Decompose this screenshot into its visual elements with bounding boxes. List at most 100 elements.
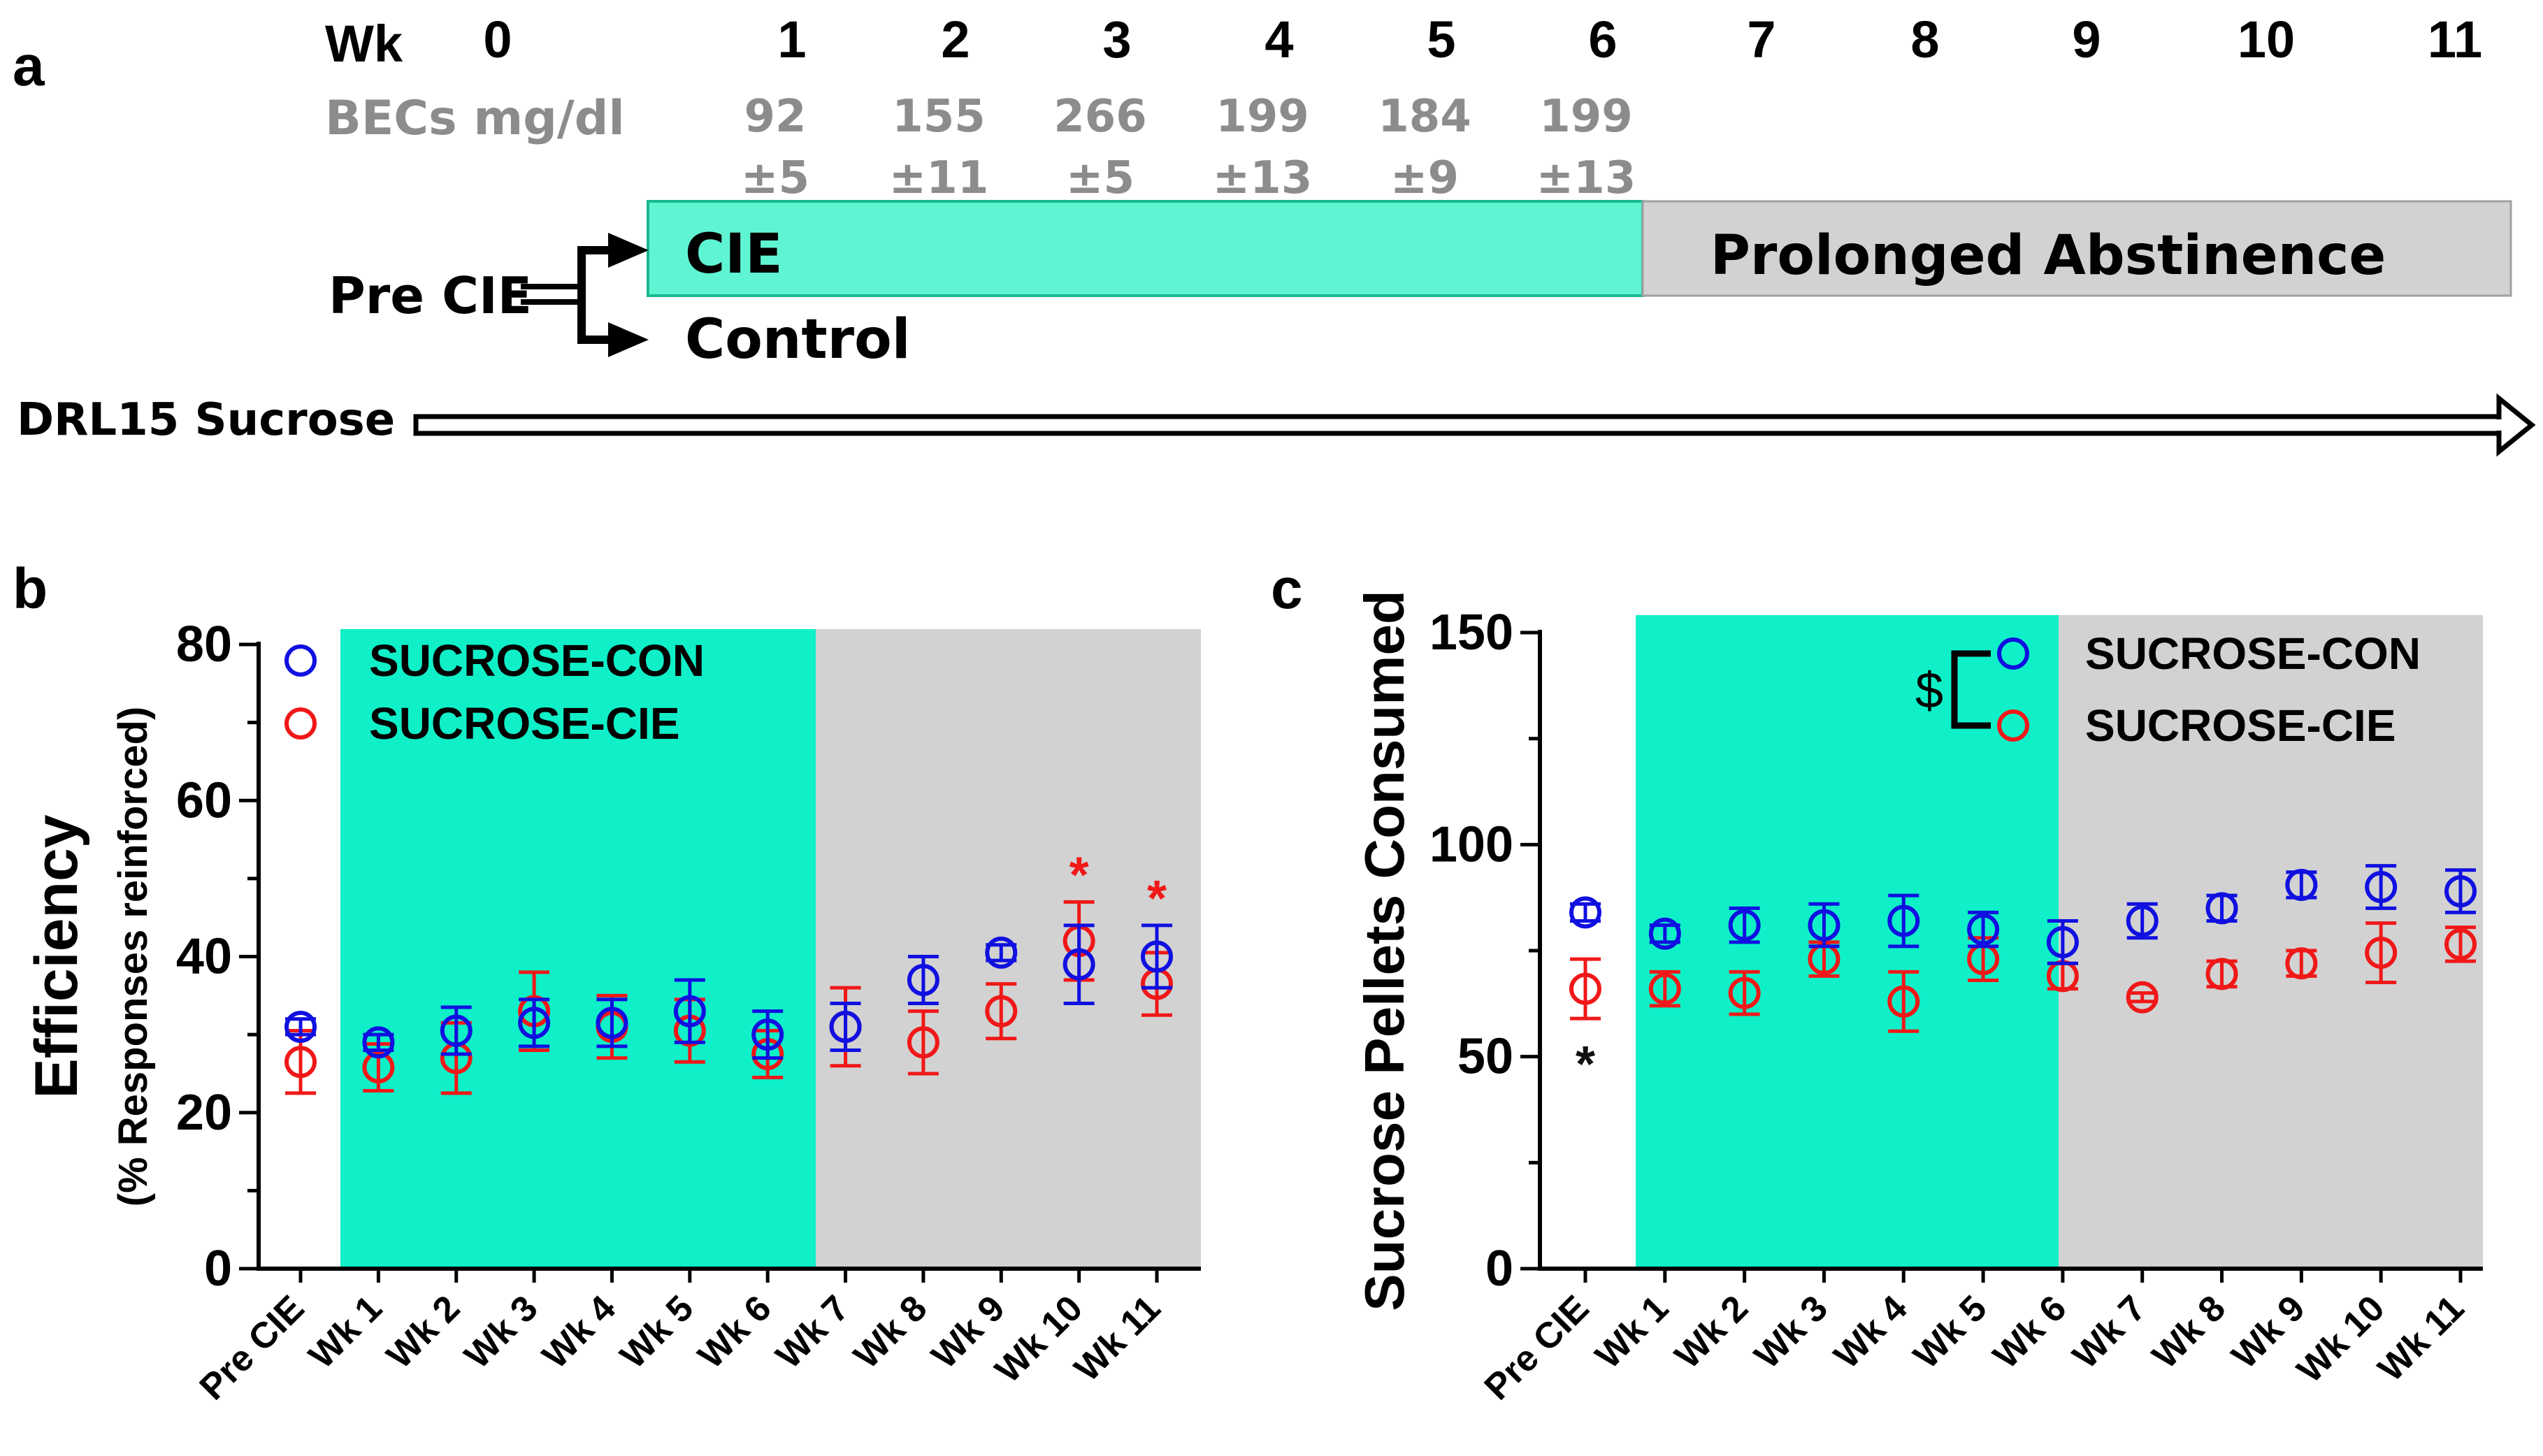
legend-label: SUCROSE-CON <box>369 635 705 686</box>
legend-label: SUCROSE-CIE <box>369 698 680 749</box>
cie-point <box>1569 972 1601 1005</box>
con-point <box>1648 917 1681 950</box>
con-point <box>2365 871 2398 903</box>
y-axis-title: Sucrose Pellets Consumed <box>1353 590 1415 1311</box>
x-tick-label: Wk 2 <box>1667 1288 1756 1376</box>
cie-shade <box>1636 615 2059 1269</box>
cie-point <box>2126 981 2159 1014</box>
y-axis-title: Efficiency <box>23 814 90 1098</box>
bec-values: 92 ±5 155 ±11 266 ±5 199 ±13 184 ±9 199 ±13 <box>741 91 1636 204</box>
con-point <box>907 963 939 996</box>
con-point <box>1569 896 1601 929</box>
con-point <box>751 1018 784 1051</box>
con-point <box>1062 948 1095 981</box>
week-number: 5 <box>1427 10 1455 69</box>
x-tick-label: Wk 3 <box>1747 1288 1836 1376</box>
x-tick-label: Wk 1 <box>1587 1288 1676 1376</box>
week-number: 9 <box>2072 10 2101 69</box>
con-point <box>1887 904 1920 937</box>
split-arrow <box>521 233 649 357</box>
significance-star: * <box>1147 871 1167 927</box>
con-point <box>518 1007 551 1039</box>
legend-label: SUCROSE-CIE <box>2085 700 2396 751</box>
x-tick-label: Wk 8 <box>2145 1288 2233 1376</box>
week-number: 10 <box>2238 10 2295 69</box>
con-point <box>284 1010 317 1043</box>
cie-point <box>1887 985 1920 1018</box>
panel-a-timeline: a Wk 0 1 2 3 4 5 6 7 8 9 10 11 BECs mg/dl 92 ±5 155 ±1… <box>13 10 2536 457</box>
y-axis-subtitle: (% Responses reinforced) <box>110 707 156 1207</box>
panel-a-label: a <box>13 34 45 98</box>
week-number: 4 <box>1265 10 1293 69</box>
abstinence-shade <box>816 629 1201 1269</box>
x-tick-label: Pre CIE <box>192 1288 312 1408</box>
pre-cie-label: Pre CIE <box>329 266 532 325</box>
con-point <box>829 1010 862 1043</box>
y-tick-label: 20 <box>176 1085 232 1141</box>
week-number: 8 <box>1910 10 1939 69</box>
con-point <box>1141 940 1173 973</box>
x-tick-label: Wk 8 <box>847 1288 935 1376</box>
bec-error: ±9 <box>1390 152 1459 204</box>
x-tick-label: Wk 6 <box>691 1288 779 1376</box>
con-point <box>362 1026 395 1059</box>
con-point <box>2126 904 2159 937</box>
bec-mean: 155 <box>892 91 986 143</box>
x-tick-label: Wk 10 <box>988 1288 1090 1390</box>
cie-point <box>907 1026 939 1059</box>
bec-error: ±11 <box>889 152 989 204</box>
significance-bracket <box>1951 650 1991 729</box>
con-point <box>1728 909 1761 942</box>
y-tick-label: 60 <box>176 772 232 828</box>
control-label: Control <box>685 308 910 371</box>
x-tick-label: Wk 2 <box>379 1288 468 1376</box>
week-number: 6 <box>1588 10 1617 69</box>
bec-error: ±13 <box>1536 152 1636 204</box>
abstinence-period-bar <box>1641 200 2512 297</box>
x-tick-label: Wk 1 <box>301 1288 390 1376</box>
x-tick-label: Wk 7 <box>768 1288 857 1376</box>
y-tick-label: 50 <box>1457 1029 1513 1085</box>
x-tick-label: Wk 10 <box>2289 1288 2392 1390</box>
week-number: 11 <box>2428 10 2482 69</box>
con-point <box>440 1014 473 1047</box>
week-numbers: 0 1 2 3 4 5 6 7 8 9 10 11 <box>483 10 2482 69</box>
bec-mean: 199 <box>1216 91 1309 143</box>
cie-point <box>284 1046 317 1079</box>
y-tick-label: 0 <box>1485 1241 1513 1297</box>
bec-error: ±13 <box>1213 152 1313 204</box>
cie-point <box>2444 928 2477 960</box>
bec-label: BECs mg/dl <box>325 91 625 146</box>
y-tick-label: 40 <box>176 929 232 985</box>
week-number: 2 <box>941 10 970 69</box>
x-tick-label: Wk 4 <box>535 1288 624 1376</box>
x-tick-label: Wk 3 <box>457 1288 546 1376</box>
cie-label: CIE <box>685 223 783 286</box>
bec-mean: 184 <box>1378 91 1471 143</box>
bec-mean: 266 <box>1053 91 1147 143</box>
legend-cie-marker <box>284 707 317 740</box>
con-point <box>2285 868 2318 901</box>
week-number: 0 <box>483 10 512 69</box>
week-number: 3 <box>1102 10 1131 69</box>
cie-period-bar <box>647 200 1644 297</box>
x-tick-label: Pre CIE <box>1477 1288 1597 1408</box>
bec-error: ±5 <box>1066 152 1134 204</box>
significance-star: * <box>1069 847 1089 903</box>
cie-point <box>2365 937 2398 970</box>
con-point <box>673 995 706 1028</box>
week-number: 7 <box>1747 10 1775 69</box>
cie-point <box>362 1051 395 1084</box>
y-tick-label: 80 <box>176 617 232 672</box>
legend-con-marker <box>1997 637 2029 670</box>
con-point <box>2205 892 2238 925</box>
con-point <box>1967 913 2000 946</box>
week-number: 1 <box>777 10 806 69</box>
con-point <box>985 936 1018 969</box>
x-tick-label: Wk 4 <box>1827 1288 1915 1376</box>
con-point <box>596 1007 628 1039</box>
con-point <box>1808 909 1840 942</box>
